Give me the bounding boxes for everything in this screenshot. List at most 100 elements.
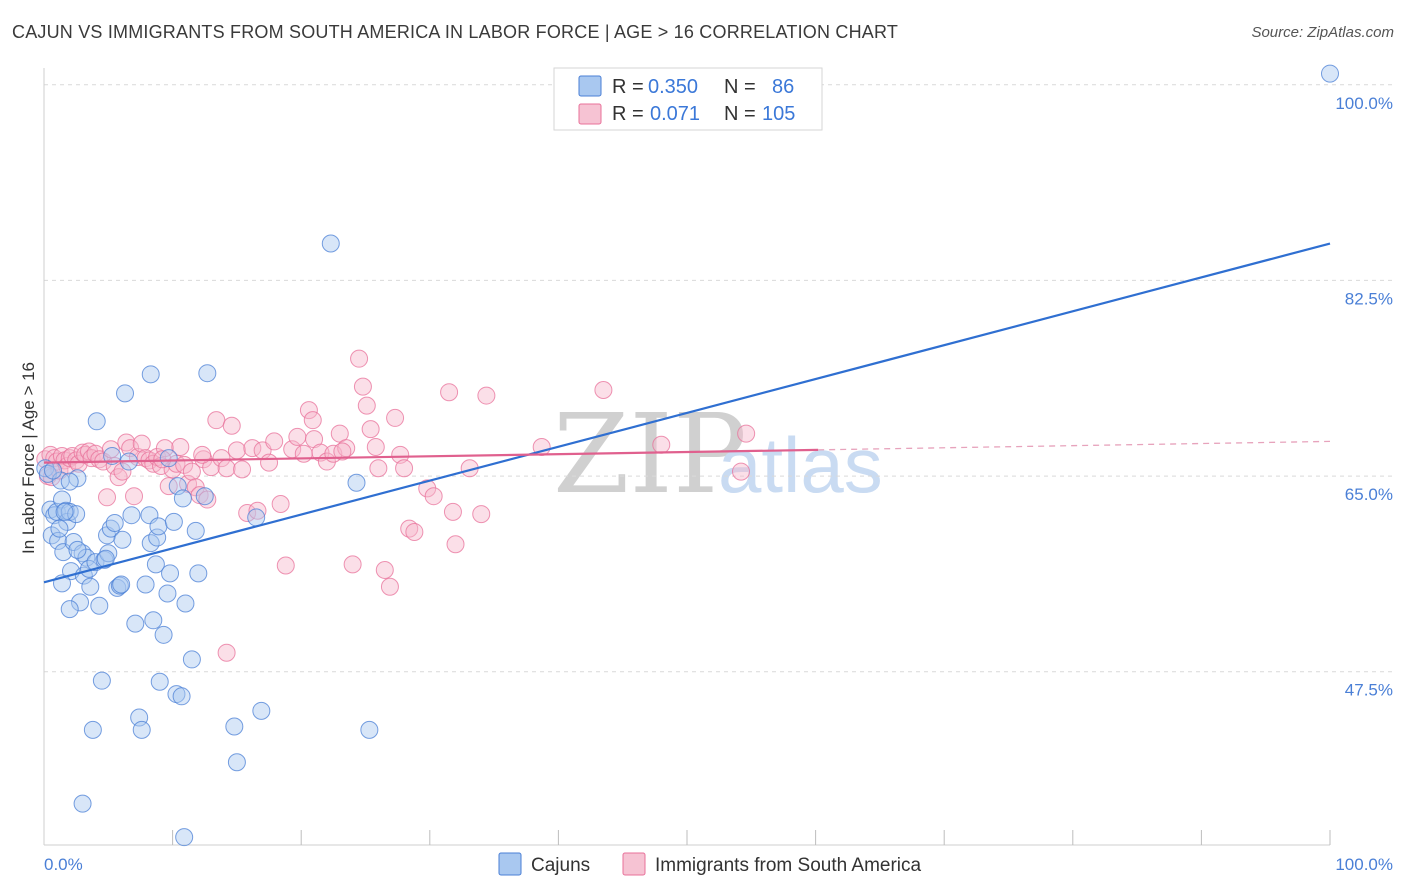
bottom-legend: Cajuns Immigrants from South America — [498, 852, 922, 876]
cajun-point — [182, 650, 201, 669]
cajun-point — [96, 549, 115, 568]
immigrants-point — [222, 416, 241, 435]
watermark-atlas: atlas — [718, 421, 883, 509]
immigrants-point — [294, 444, 313, 463]
cajun-point — [136, 575, 155, 594]
immigrants-point — [276, 556, 295, 575]
immigrants-point — [207, 411, 226, 430]
immigrants-point — [732, 462, 751, 481]
immigrants-point — [357, 396, 376, 415]
cajun-point — [186, 521, 205, 540]
cajun-point — [90, 596, 109, 615]
legend-r-value-2: 0.071 — [650, 103, 700, 125]
bottom-legend-label-cajuns: Cajuns — [531, 855, 590, 876]
trend-line-immigrants — [43, 448, 819, 464]
immigrants-point — [101, 440, 120, 459]
immigrants-point — [288, 427, 307, 446]
trend-lines — [43, 242, 1331, 584]
legend-r-label-2: R = — [612, 103, 644, 125]
cajun-point — [172, 687, 191, 706]
immigrants-point — [472, 505, 491, 524]
bottom-legend-label-immigrants: Immigrants from South America — [655, 855, 922, 876]
immigrants-point — [260, 453, 279, 472]
cajun-point — [225, 717, 244, 736]
cajun-point — [161, 564, 180, 583]
trend-line-immigrants-extension — [818, 440, 1331, 451]
immigrants-point — [153, 450, 172, 469]
cajun-point — [321, 234, 340, 253]
cajun-point — [60, 472, 79, 491]
immigrants-point — [395, 459, 414, 478]
immigrants-point — [350, 349, 369, 368]
y-tick-label: 47.5% — [1345, 681, 1393, 700]
legend-n-label-2: N = — [724, 103, 756, 125]
cajun-point — [173, 489, 192, 508]
cajun-point — [175, 828, 194, 847]
immigrants-point — [271, 495, 290, 514]
cajun-point — [113, 530, 132, 549]
cajun-point — [44, 461, 63, 480]
cajun-point — [71, 593, 90, 612]
legend-swatch-cajuns — [578, 75, 602, 97]
cajun-point — [149, 517, 168, 536]
immigrants-point — [446, 535, 465, 554]
immigrants-point — [202, 458, 221, 477]
bottom-legend-swatch-immigrants — [622, 852, 646, 876]
top-legend: R = 0.350 N = 86 R = 0.071 N = 105 — [553, 67, 823, 131]
immigrants-point — [125, 487, 144, 506]
cajun-point — [146, 555, 165, 574]
cajun-point — [110, 576, 129, 595]
cajun-point — [141, 365, 160, 384]
cajun-point — [198, 364, 217, 383]
source-label: Source: ZipAtlas.com — [1251, 24, 1394, 41]
immigrants-point — [652, 435, 671, 454]
chart-title: CAJUN VS IMMIGRANTS FROM SOUTH AMERICA I… — [12, 22, 899, 42]
cajun-point — [150, 672, 169, 691]
y-tick-label: 65.0% — [1345, 485, 1393, 504]
y-tick-label: 100.0% — [1335, 94, 1393, 113]
cajun-point — [252, 701, 271, 720]
cajun-point — [158, 584, 177, 603]
trend-line-cajuns — [43, 242, 1331, 584]
cajun-point — [67, 505, 86, 524]
cajun-point — [227, 753, 246, 772]
cajun-point — [159, 449, 178, 468]
cajun-point — [116, 384, 135, 403]
cajun-point — [144, 611, 163, 630]
legend-r-value-1: 0.350 — [648, 76, 698, 98]
cajun-point — [154, 625, 173, 644]
immigrants-point — [400, 519, 419, 538]
immigrants-point — [375, 560, 394, 579]
cajun-point — [189, 564, 208, 583]
x-tick-label-max: 100.0% — [1335, 855, 1393, 874]
immigrants-point — [405, 522, 424, 541]
immigrants-point — [155, 439, 174, 458]
immigrants-point — [440, 383, 459, 402]
immigrants-point — [303, 411, 322, 430]
bottom-legend-swatch-cajuns — [498, 852, 522, 876]
cajun-point — [176, 594, 195, 613]
immigrants-point — [171, 437, 190, 456]
y-axis-label: In Labor Force | Age > 16 — [19, 362, 38, 554]
cajun-point — [73, 794, 92, 813]
immigrants-point — [353, 377, 372, 396]
cajun-point — [83, 720, 102, 739]
immigrants-point — [265, 432, 284, 451]
immigrants-point — [366, 437, 385, 456]
cajun-point — [347, 473, 366, 492]
immigrants-point — [361, 420, 380, 439]
cajun-point — [360, 720, 379, 739]
immigrants-point — [217, 459, 236, 478]
immigrants-point — [477, 386, 496, 405]
cajun-point — [81, 577, 100, 596]
cajun-point — [1321, 64, 1339, 83]
immigrants-point — [391, 445, 410, 464]
immigrants-point — [159, 477, 178, 496]
immigrants-point — [198, 490, 217, 509]
cajun-point — [68, 540, 87, 559]
legend-n-label-1: N = — [724, 76, 756, 98]
cajun-point — [105, 514, 124, 533]
immigrants-point — [98, 488, 117, 507]
cajun-point — [87, 412, 106, 431]
cajun-point — [247, 508, 266, 527]
